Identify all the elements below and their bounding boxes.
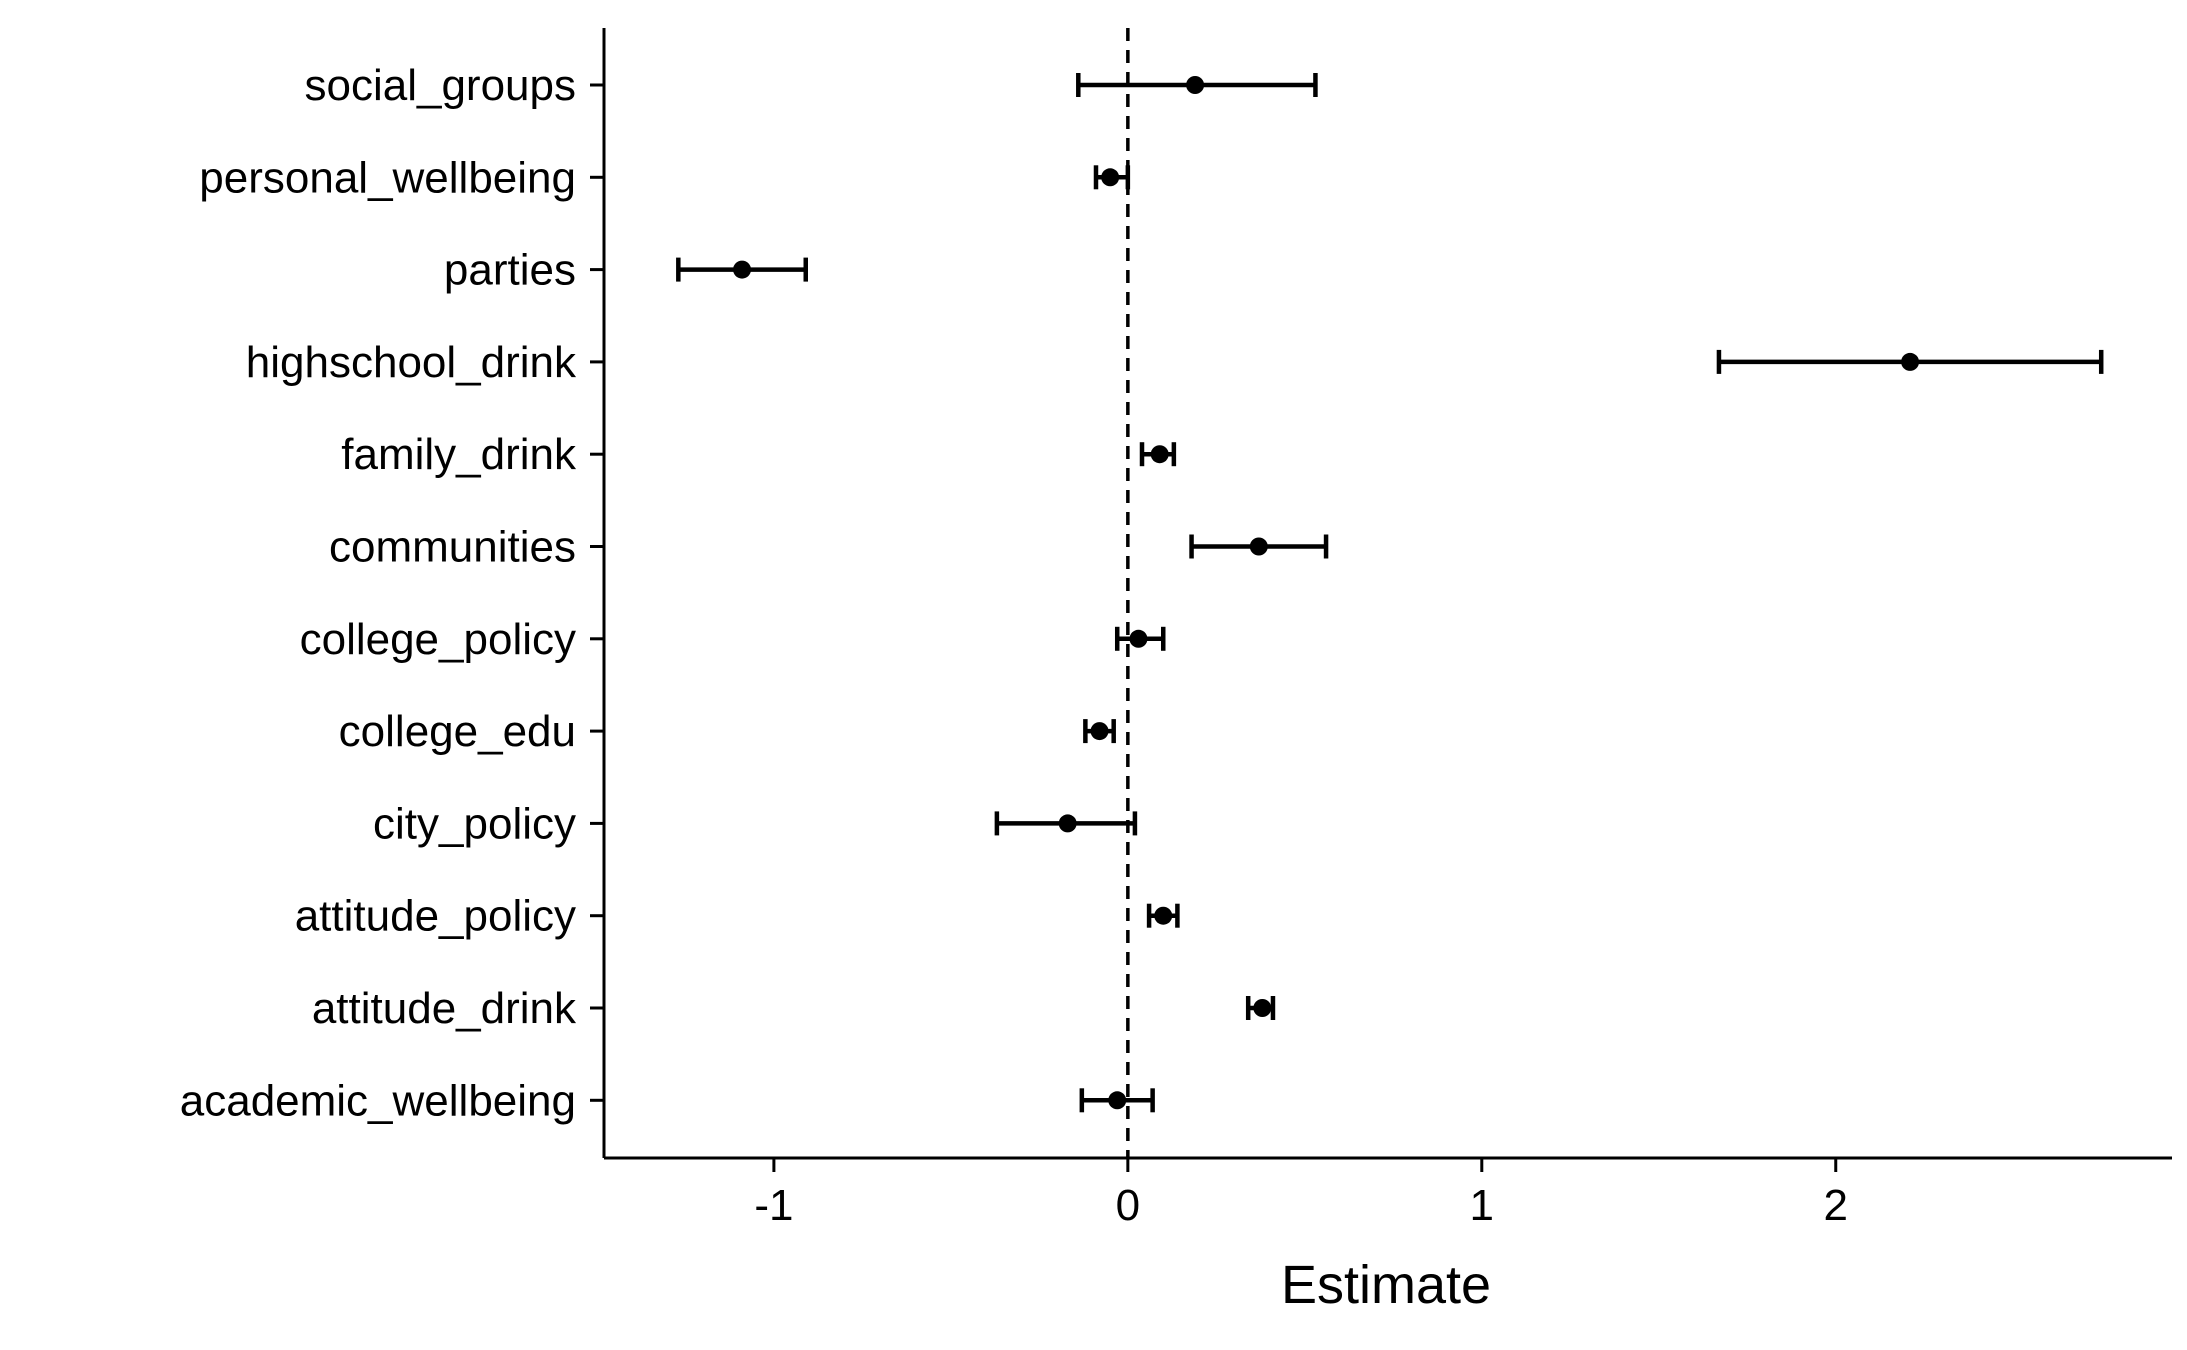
y-tick-label: social_groups (305, 61, 577, 110)
y-tick-label: parties (444, 246, 576, 295)
estimate-point (1249, 537, 1268, 556)
plot-area: -1 0 1 2 social_groups personal_wellbeingpart… (180, 28, 2172, 1230)
x-tick-label: 2 (1824, 1181, 1848, 1230)
estimate-point (1901, 352, 1920, 371)
estimate-point (733, 260, 752, 279)
estimate-point (1090, 722, 1109, 741)
y-tick-label: college_edu (339, 707, 576, 756)
y-tick-label: communities (329, 523, 576, 572)
estimate-point (1129, 629, 1148, 648)
y-tick-label: personal_wellbeing (199, 153, 576, 202)
y-tick-label: highschool_drink (246, 338, 577, 387)
y-tick-label: city_policy (373, 799, 576, 848)
y-tick-label: academic_wellbeing (180, 1076, 576, 1125)
x-tick-label: 0 (1116, 1181, 1140, 1230)
y-tick-label: attitude_drink (312, 984, 577, 1033)
estimate-point (1058, 814, 1077, 833)
estimate-point (1154, 906, 1173, 925)
x-axis-title: Estimate (1281, 1255, 1491, 1315)
estimate-point (1253, 999, 1272, 1017)
x-tick-label: 1 (1470, 1181, 1494, 1230)
estimate-point (1186, 76, 1205, 94)
y-tick-label: college_policy (300, 615, 576, 664)
x-tick-label: -1 (754, 1181, 793, 1230)
estimate-point (1150, 445, 1169, 464)
estimate-point (1108, 1091, 1127, 1110)
y-tick-label: attitude_policy (295, 892, 576, 941)
estimate-point (1101, 168, 1120, 187)
y-tick-label: family_drink (341, 430, 577, 479)
